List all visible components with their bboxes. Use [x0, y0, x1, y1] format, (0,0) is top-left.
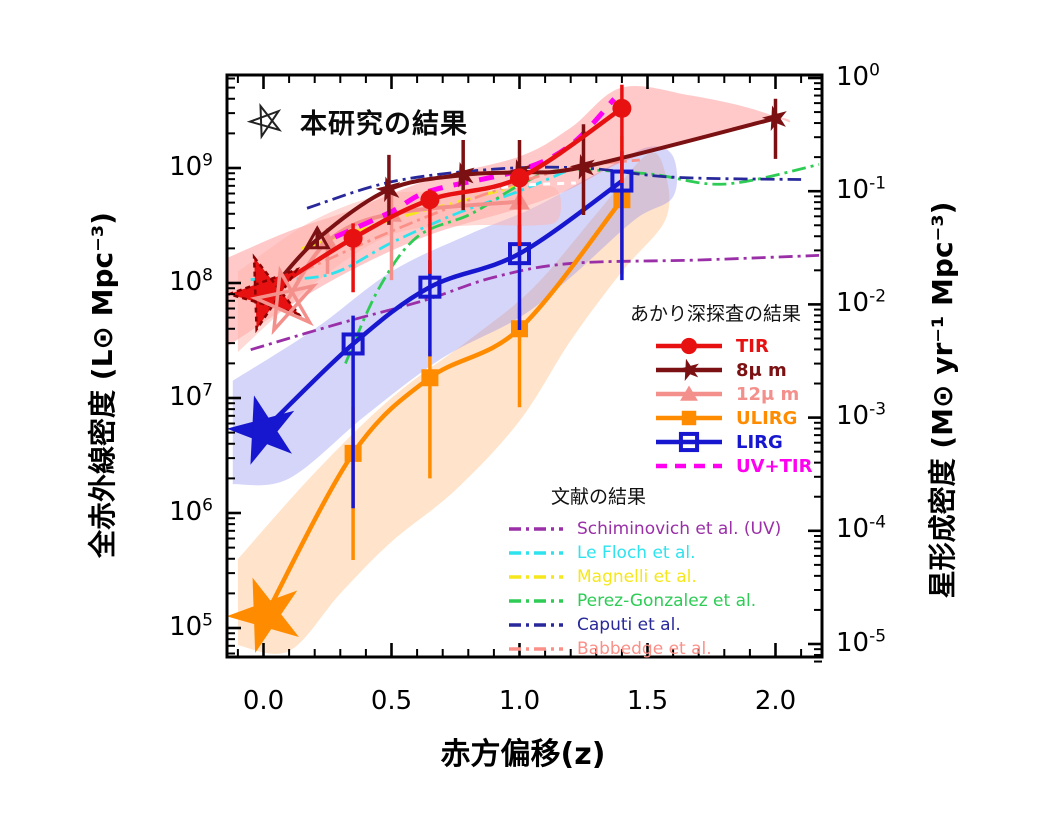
- tir-marker: [343, 228, 363, 248]
- tir-marker: [420, 190, 440, 210]
- mu8-marker: [762, 105, 787, 131]
- legend-sample-line-icon: [656, 463, 722, 469]
- legend-item-Caputi et al.: Caputi et al.: [495, 613, 781, 637]
- legend-sample-line-icon: [509, 575, 563, 579]
- x-tick-label: 1.5: [626, 686, 669, 716]
- legend-item-TIR: TIR: [630, 334, 812, 358]
- legend-item-ULIRG: ULIRG: [630, 406, 812, 430]
- legend-sample-line-icon: [509, 551, 563, 555]
- legend-sample-line-icon: [509, 599, 563, 603]
- legend-item-Le Floch et al.: Le Floch et al.: [495, 541, 781, 565]
- lirg-marker: [418, 275, 442, 299]
- tir-marker: [510, 168, 529, 188]
- tir-marker: [612, 98, 632, 118]
- legend-label: Magnelli et al.: [577, 567, 697, 587]
- ulirg-star: [227, 577, 299, 653]
- y-left-tick-label: 106: [169, 495, 213, 527]
- legend-item-LIRG: LIRG: [630, 430, 812, 454]
- legend-sample-square-open-icon: [656, 431, 722, 453]
- legend-sample-line-icon: [509, 623, 563, 627]
- 12um-star: [250, 265, 319, 336]
- plot-area: [227, 84, 820, 654]
- legend-label: 12μ m: [736, 383, 800, 405]
- legend-label: Babbedge et al.: [577, 639, 712, 659]
- legend-literature: 文献の結果 Schiminovich et al. (UV) Le Floch e…: [495, 482, 781, 661]
- legend-label: 8μ m: [736, 359, 787, 381]
- y-right-tick-label: 100: [836, 60, 880, 92]
- y-left-tick-label: 105: [169, 610, 213, 642]
- mu8-marker: [375, 176, 401, 203]
- this-work-annotation: 本研究の結果: [246, 100, 468, 142]
- legend-label: ULIRG: [736, 407, 798, 429]
- 12um-band: [237, 185, 562, 352]
- x-tick-label: 1.0: [498, 686, 541, 716]
- lit-line-Perez-Gonzalez et al.: [344, 163, 820, 365]
- mu8-line: [267, 116, 776, 295]
- legend-label: UV+TIR: [736, 455, 813, 477]
- y-axis-right-label: 星形成密度 (M⊙ yr⁻¹ Mpc⁻³): [926, 201, 959, 599]
- mu8-marker: [449, 161, 475, 188]
- lirg-line: [261, 179, 624, 433]
- x-tick-label: 0.5: [370, 686, 413, 716]
- lirg-band: [232, 146, 678, 486]
- legend-label: LIRG: [736, 431, 783, 453]
- x-tick-label: 2.0: [754, 686, 797, 716]
- legend-sample-square-icon: [656, 410, 722, 426]
- y-left-tick-label: 109: [169, 150, 213, 182]
- legend-literature-title: 文献の結果: [551, 486, 647, 508]
- legend-item-12μ m: 12μ m: [630, 382, 812, 406]
- y-right-tick-label: 10-5: [836, 626, 887, 658]
- lirg-marker: [341, 332, 365, 356]
- legend-label: Caputi et al.: [577, 615, 681, 635]
- legend-label: Perez-Gonzalez et al.: [577, 591, 757, 611]
- plot-frame: [225, 73, 824, 659]
- series-tir: [265, 84, 632, 295]
- mu8-marker: [570, 154, 595, 180]
- lit-line-Schiminovich et al. (UV): [250, 254, 820, 352]
- y-left-tick-label: 107: [169, 380, 213, 412]
- legend-item-Schiminovich et al. (UV): Schiminovich et al. (UV): [495, 517, 781, 541]
- y-right-tick-label: 10-1: [836, 173, 887, 205]
- legend-label: Le Floch et al.: [577, 543, 696, 563]
- y-right-tick-label: 10-2: [836, 286, 887, 319]
- mu8-marker: [303, 225, 331, 250]
- legend-akari-survey: あかり深探査の結果 TIR 8μ m 12μ m ULIRG LIRG UV+TIR: [630, 299, 812, 478]
- legend-akari-rows: TIR 8μ m 12μ m ULIRG LIRG UV+TIR: [630, 334, 812, 478]
- legend-sample-line-icon: [509, 527, 563, 531]
- legend-item-Babbedge et al.: Babbedge et al.: [495, 637, 781, 661]
- y-right-tick-label: 10-3: [836, 399, 887, 432]
- y-right-tick-label: 10-4: [836, 512, 887, 545]
- legend-sample-circle-icon: [656, 337, 722, 355]
- x-axis-label: 赤方偏移(z): [440, 737, 606, 772]
- y-left-tick-label: 108: [169, 265, 213, 297]
- y-axis-left-label: 全赤外線密度 (L⊙ Mpc⁻³): [86, 212, 119, 558]
- mu12-marker: [317, 231, 338, 250]
- legend-label: Schiminovich et al. (UV): [577, 519, 782, 539]
- x-tick-label: 0.0: [242, 686, 285, 716]
- legend-sample-line-icon: [509, 647, 563, 651]
- legend-sample-star-icon: [656, 359, 722, 381]
- legend-item-UV+TIR: UV+TIR: [630, 454, 812, 478]
- legend-literature-rows: Schiminovich et al. (UV) Le Floch et al. M…: [495, 517, 781, 661]
- legend-sample-triangle-icon: [656, 385, 722, 401]
- annotation-text: 本研究の結果: [300, 108, 468, 140]
- legend-item-Magnelli et al.: Magnelli et al.: [495, 565, 781, 589]
- open-star-icon: [246, 102, 282, 140]
- series-lirg: [261, 151, 634, 509]
- axis-ticks: [227, 75, 822, 663]
- lirg-star: [227, 395, 295, 465]
- legend-akari-title: あかり深探査の結果: [630, 303, 802, 325]
- legend-label: TIR: [736, 335, 769, 357]
- ulirg-marker: [421, 369, 439, 387]
- legend-item-Perez-Gonzalez et al.: Perez-Gonzalez et al.: [495, 589, 781, 613]
- legend-item-8μ m: 8μ m: [630, 358, 812, 382]
